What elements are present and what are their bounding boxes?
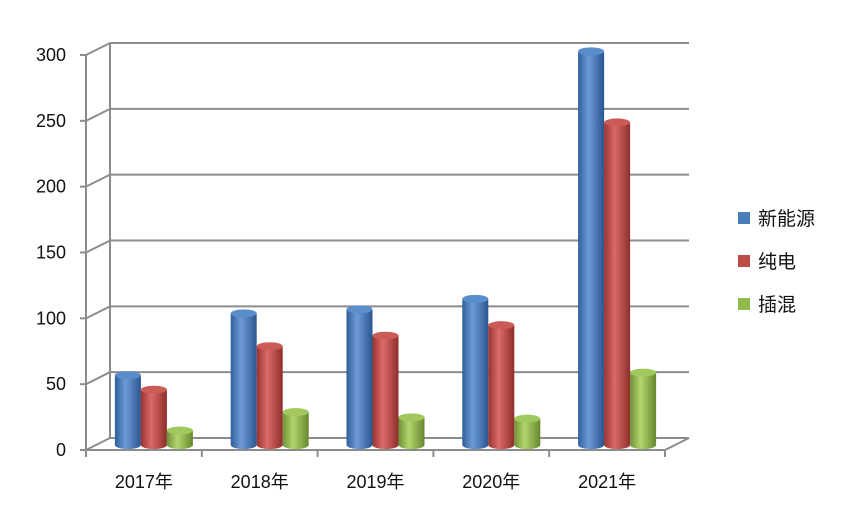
bar — [346, 309, 373, 449]
bar-top — [114, 371, 141, 380]
y-tick-label: 200 — [36, 177, 66, 197]
legend-label: 纯电 — [758, 251, 796, 273]
bar-top — [256, 342, 283, 351]
gridline-wall — [85, 371, 111, 386]
bar — [256, 346, 283, 449]
x-tick-label: 2020年 — [462, 472, 520, 492]
axes — [80, 43, 690, 457]
bar — [398, 417, 425, 449]
bar-top — [514, 414, 541, 423]
bar-top — [166, 426, 193, 435]
y-tick-label: 0 — [56, 440, 66, 460]
y-tick-label: 300 — [36, 45, 66, 65]
bar — [488, 325, 515, 449]
y-tick-label: 50 — [46, 374, 66, 394]
bar — [230, 313, 257, 449]
bar — [166, 430, 193, 449]
bar — [630, 372, 657, 449]
x-tick-label: 2018年 — [231, 472, 289, 492]
y-tick-label: 100 — [36, 308, 66, 328]
bar-top — [372, 331, 399, 340]
legend-swatch — [738, 255, 750, 267]
bar-top — [488, 321, 515, 330]
x-tick-label: 2019年 — [346, 472, 404, 492]
bars — [114, 47, 657, 450]
gridline-wall — [85, 107, 111, 122]
bar-top — [346, 305, 373, 314]
legend-swatch — [738, 212, 750, 224]
bar — [140, 389, 167, 449]
bar-top — [282, 408, 309, 417]
bar-top — [604, 118, 631, 127]
y-tick-label: 250 — [36, 111, 66, 131]
bar-top — [398, 413, 425, 422]
gridline-wall — [85, 437, 111, 451]
bar-top — [230, 309, 257, 318]
gridlines — [85, 42, 689, 451]
legend-label: 插混 — [758, 294, 796, 316]
x-tick-label: 2021年 — [578, 472, 636, 492]
bar-top — [630, 368, 657, 377]
bar — [578, 51, 605, 450]
bar-top — [140, 385, 167, 394]
gridline-wall — [85, 42, 111, 56]
y-tick-label: 150 — [36, 243, 66, 263]
bar — [372, 335, 399, 449]
bar-top — [578, 47, 605, 56]
gridline-wall — [85, 239, 111, 254]
bar — [604, 122, 631, 450]
bar — [114, 375, 141, 449]
bar-top — [462, 294, 489, 303]
x-tick-label: 2017年 — [115, 472, 173, 492]
floor-edge — [664, 437, 690, 451]
bar — [514, 418, 541, 449]
tick-labels: 0 50 100 150 200 250 300 2017年 2018年 2019年 2020年 20… — [36, 45, 636, 492]
gridline-wall — [85, 305, 111, 320]
legend-swatch — [738, 298, 750, 310]
legend-label: 新能源 — [758, 208, 815, 230]
gridline-wall — [85, 173, 111, 188]
bar — [282, 412, 309, 449]
bar — [462, 298, 489, 449]
